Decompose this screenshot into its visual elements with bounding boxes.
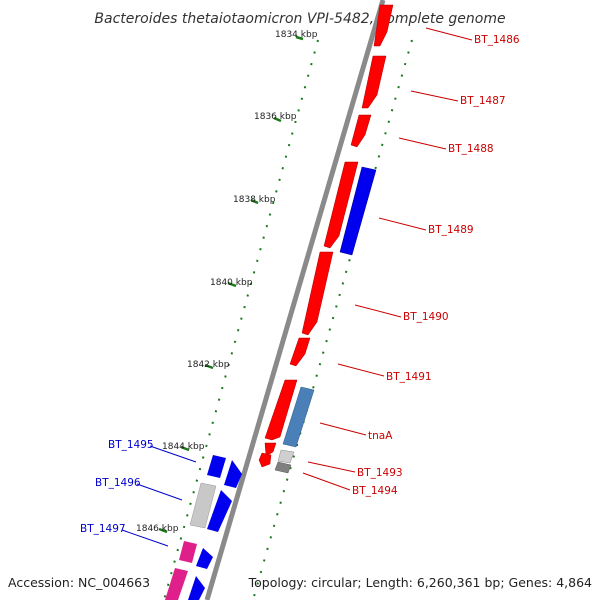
inner-tick-track (252, 39, 413, 600)
gene-arrow-bt1495b (224, 460, 242, 488)
gene-arrow-bt1490 (301, 251, 334, 336)
gene-arrow-bt1494 (258, 452, 272, 468)
gene-arrow-large (264, 379, 298, 441)
gene-box-grey (277, 449, 295, 464)
gene-label-bt1490: BT_1490 (403, 311, 449, 323)
gene-arrow-bt1497 (196, 548, 213, 569)
gene-label-bt1497: BT_1497 (80, 523, 126, 535)
gene-box-dark-grey (274, 461, 292, 474)
gene-label-bt1496: BT_1496 (95, 477, 141, 489)
label-leader-lines-red (302, 27, 473, 491)
gene-arrow-bt1486 (373, 4, 394, 47)
ruler-major-ticks (158, 35, 304, 534)
accession-text: Accession: NC_004663 (8, 575, 150, 590)
gene-box-bt1497 (179, 541, 197, 563)
ruler-label: 1836 kbp (254, 112, 297, 122)
gene-label-bt1493: BT_1493 (357, 467, 403, 479)
forward-genes (258, 4, 394, 468)
map-title: Bacteroides thetaiotaomicron VPI-5482, c… (94, 11, 505, 27)
ruler-label: 1846 kbp (136, 524, 179, 534)
gene-label-tnaA: tnaA (368, 430, 393, 442)
gene-label-bt1495: BT_1495 (108, 439, 154, 451)
genome-backbone (204, 0, 386, 600)
gene-arrow-bottom (188, 576, 205, 600)
ruler-label: 1834 kbp (275, 30, 318, 40)
gene-box-bt1496 (189, 482, 217, 529)
ruler-label: 1842 kbp (187, 360, 230, 370)
gene-box-magenta (165, 568, 188, 600)
gene-label-bt1491: BT_1491 (386, 371, 432, 383)
gene-labels: BT_1486 BT_1487 BT_1488 BT_1489 BT_1490 … (80, 34, 520, 535)
gene-box-bt1495 (207, 455, 226, 478)
gene-arrow-bt1487 (361, 55, 387, 109)
gene-label-bt1488: BT_1488 (448, 143, 494, 155)
gene-arrow-bt1491 (289, 337, 311, 367)
gene-arrow-bt1493 (264, 442, 277, 457)
gene-arrow-bt1496 (207, 490, 232, 532)
ruler-labels: 1834 kbp 1836 kbp 1838 kbp 1840 kbp 1842… (136, 30, 318, 534)
topology-text: Topology: circular; Length: 6,260,361 bp… (248, 575, 592, 590)
label-leader-lines-blue (121, 445, 197, 547)
gene-label-bt1486: BT_1486 (474, 34, 520, 46)
gene-box-reverse (339, 166, 377, 256)
outer-tick-track (163, 39, 319, 600)
ruler-label: 1838 kbp (233, 195, 276, 205)
gene-label-bt1494: BT_1494 (352, 485, 398, 497)
ruler-label: 1844 kbp (162, 442, 205, 452)
lower-gene-cluster (165, 455, 242, 600)
gene-label-bt1489: BT_1489 (428, 224, 474, 236)
gene-box-tnaA (282, 386, 315, 448)
gene-arrow-bt1488 (350, 114, 372, 148)
ruler-label: 1840 kbp (210, 278, 253, 288)
gene-label-bt1487: BT_1487 (460, 95, 506, 107)
gene-arrow-bt1489 (323, 161, 359, 249)
